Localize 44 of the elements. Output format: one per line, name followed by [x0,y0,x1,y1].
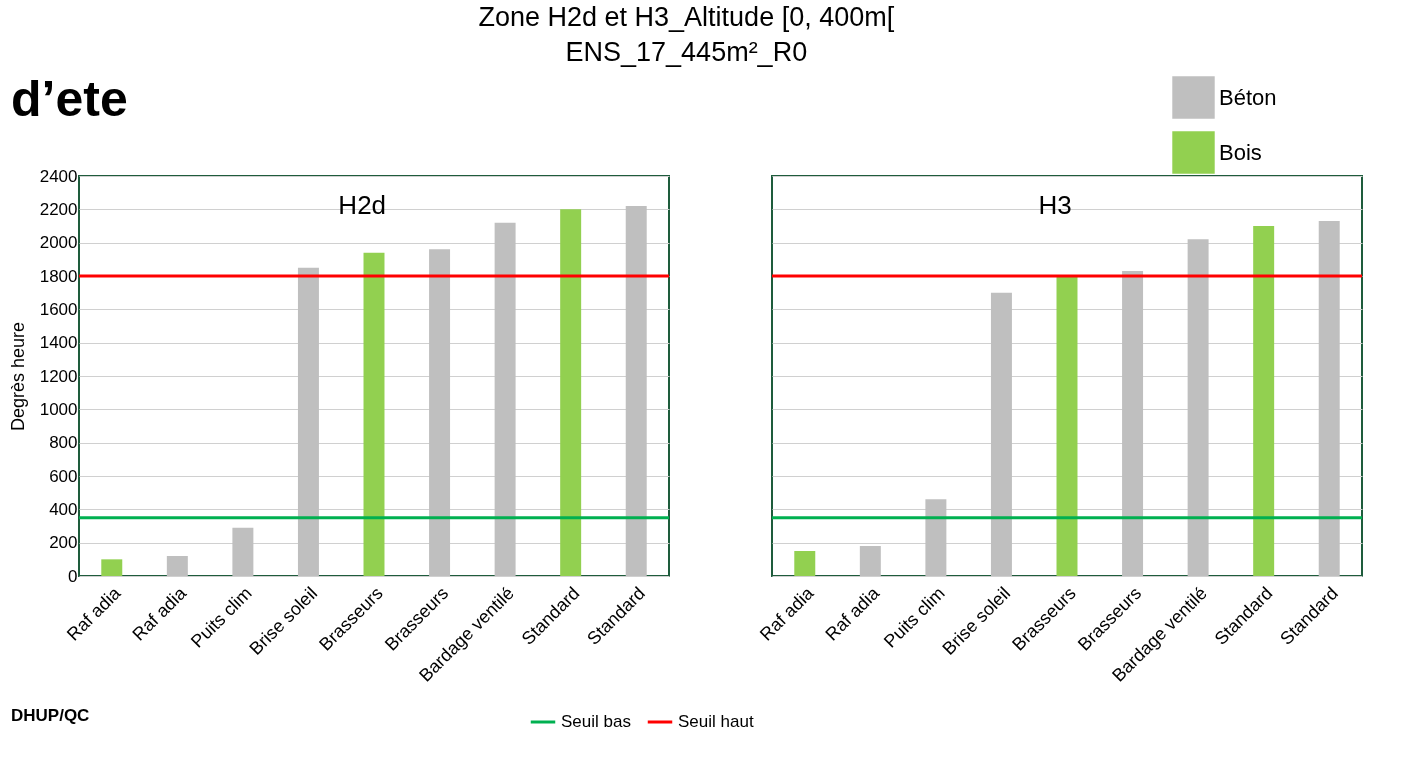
y-tick-label: 1000 [39,399,78,419]
text: DHUP/QC [11,706,90,725]
bar [166,556,188,576]
bar [794,551,816,576]
y-tick-label: 1600 [39,299,78,319]
annotation: H3 [1038,190,1072,220]
bar [1056,276,1078,576]
y-tick-label: 200 [49,533,78,553]
chart-subtitle: ENS_17_445m²_R0 [565,37,808,67]
y-tick-label: 800 [49,433,78,453]
legend-label: Seuil haut [678,712,754,731]
legend-label: Bois [1219,139,1262,165]
bar [1122,271,1144,576]
y-tick-label: 400 [49,499,78,519]
bar [429,249,451,576]
bar [1253,226,1275,576]
y-tick-label: 600 [49,466,78,486]
y-tick-label: 1200 [39,366,78,386]
bar [363,252,385,576]
y-tick-label: 2200 [39,199,78,219]
bar [1318,221,1340,576]
y-tick-label: 1400 [39,333,78,353]
y-tick-label: 2400 [39,166,78,186]
bar [297,267,319,576]
text: d’ete [11,71,128,127]
bar [101,559,123,576]
legend-label: Béton [1219,84,1277,110]
bar [990,292,1012,576]
y-tick-label: 1800 [39,266,78,286]
x-tick-label: Raf adia [128,582,191,645]
bar [925,499,947,576]
bar [859,546,881,576]
x-tick-label: Raf adia [755,582,819,645]
y-axis-title: Degrès heure [7,321,28,432]
bar [1187,239,1209,576]
chart-title: Zone H2d et H3_Altitude [0, 400m[ [478,2,895,32]
bar [494,222,516,576]
bar [625,206,647,576]
bar [232,527,254,576]
legend-label: Seuil bas [561,712,631,731]
y-tick-label: 2000 [39,233,78,253]
x-tick-label: Raf adia [821,582,884,645]
bar [560,209,582,576]
annotation: H2d [338,190,387,220]
